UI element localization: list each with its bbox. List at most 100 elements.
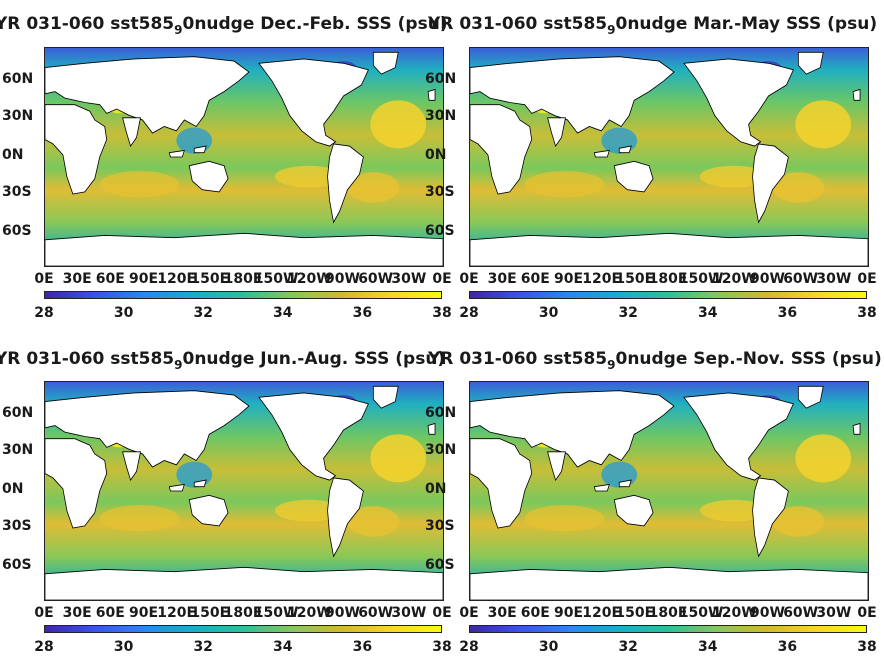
lon-tick-label: 150W (678, 605, 724, 621)
lon-tick-label: 60E (520, 271, 550, 287)
title-subscript: 9 (607, 23, 616, 37)
title-suffix: 0nudge Dec.-Feb. SSS (psu) (182, 14, 448, 34)
title-prefix: YR 031-060 sst585 (0, 349, 175, 369)
colorbar-tick-label: 36 (777, 639, 798, 655)
lon-tick-label: 150W (678, 271, 724, 287)
title-suffix: 0nudge Sep.-Nov. SSS (psu) (615, 349, 882, 369)
colorbar (469, 291, 867, 299)
lon-tick-label: 60E (95, 271, 125, 287)
lon-tick-label: 150E (190, 605, 230, 621)
colorbar-tick-label: 30 (113, 305, 134, 321)
lon-tick-label: 90W (750, 271, 785, 287)
lon-tick-label: 0E (857, 605, 877, 621)
lon-tick-label: 180E (223, 271, 263, 287)
colorbar-tick-label: 34 (273, 305, 293, 321)
lon-tick-label: 90E (128, 271, 159, 287)
lon-tick-label: 120E (582, 271, 622, 287)
lon-tick-label: 120E (582, 605, 622, 621)
lon-tick-label: 120E (157, 605, 197, 621)
title-subscript: 9 (607, 358, 616, 372)
sss-map (44, 47, 444, 267)
colorbar-tick-label: 34 (273, 639, 293, 655)
colorbar-tick-label: 32 (618, 305, 638, 321)
lon-tick-label: 0E (432, 271, 452, 287)
title-suffix: 0nudge Mar.-May SSS (psu) (615, 14, 878, 34)
lon-tick-label: 90E (128, 605, 159, 621)
sss-map (469, 381, 869, 601)
colorbar-tick-label: 30 (113, 639, 134, 655)
world-map (470, 48, 868, 266)
colorbar-tick-label: 32 (193, 305, 213, 321)
title-subscript: 9 (174, 358, 183, 372)
title-subscript: 9 (174, 23, 183, 37)
colorbar (44, 291, 442, 299)
lon-tick-label: 180E (648, 605, 688, 621)
lon-tick-label: 0E (34, 605, 54, 621)
colorbar (44, 625, 442, 633)
lon-tick-label: 0E (432, 605, 452, 621)
lon-tick-label: 180E (223, 605, 263, 621)
lon-tick-label: 120W (286, 605, 332, 621)
colorbar-tick-label: 28 (34, 305, 54, 321)
lat-tick-label: 60S (2, 223, 32, 240)
colorbar-tick-label: 28 (459, 639, 479, 655)
lat-tick-label: 30S (2, 518, 32, 535)
lat-tick-label: 60N (2, 70, 34, 87)
lon-tick-label: 150W (253, 605, 299, 621)
lon-tick-label: 150E (615, 605, 655, 621)
colorbar-tick-label: 28 (459, 305, 479, 321)
lat-tick-label: 0N (425, 147, 447, 163)
lon-tick-label: 30W (391, 271, 427, 287)
sss-map (469, 47, 869, 267)
title-prefix: YR 031-060 sst585 (428, 349, 608, 369)
lat-tick-label: 30S (2, 184, 32, 201)
lon-tick-label: 30W (391, 605, 427, 621)
lon-tick-label: 90E (553, 271, 584, 287)
lon-tick-label: 30W (816, 271, 852, 287)
lon-tick-label: 30E (62, 271, 92, 287)
lat-tick-label: 0N (2, 147, 24, 163)
lat-tick-label: 30N (425, 441, 457, 458)
lon-tick-label: 120W (711, 271, 757, 287)
lon-tick-label: 90W (325, 605, 360, 621)
lon-tick-label: 30W (816, 605, 852, 621)
lat-tick-label: 30N (425, 107, 457, 124)
lat-tick-label: 30S (425, 518, 455, 535)
panel-title: YR 031-060 sst58590nudge Jun.-Aug. SSS (… (0, 349, 445, 372)
sss-map (44, 381, 444, 601)
title-suffix: 0nudge Jun.-Aug. SSS (psu) (182, 349, 446, 369)
lon-tick-label: 0E (459, 605, 479, 621)
lat-tick-label: 60N (425, 404, 457, 421)
world-map (45, 48, 443, 266)
lat-tick-label: 0N (425, 481, 447, 497)
lon-tick-label: 90W (325, 271, 360, 287)
lat-tick-label: 60S (2, 557, 32, 574)
lon-tick-label: 60E (520, 605, 550, 621)
colorbar-tick-label: 38 (432, 305, 452, 321)
colorbar-tick-label: 32 (618, 639, 638, 655)
colorbar-tick-label: 34 (698, 305, 718, 321)
lon-tick-label: 120W (286, 271, 332, 287)
lat-tick-label: 0N (2, 481, 24, 497)
colorbar-tick-label: 36 (352, 639, 373, 655)
lat-tick-label: 60N (425, 70, 457, 87)
colorbar-tick-label: 36 (352, 305, 373, 321)
lon-tick-label: 30E (62, 605, 92, 621)
lon-tick-label: 90W (750, 605, 785, 621)
lon-tick-label: 150W (253, 271, 299, 287)
title-prefix: YR 031-060 sst585 (428, 14, 608, 34)
lon-tick-label: 120E (157, 271, 197, 287)
colorbar-tick-label: 32 (193, 639, 213, 655)
lon-tick-label: 30E (487, 605, 517, 621)
panel-title: YR 031-060 sst58590nudge Sep.-Nov. SSS (… (428, 349, 882, 372)
lon-tick-label: 0E (857, 271, 877, 287)
lon-tick-label: 180E (648, 271, 688, 287)
lon-tick-label: 60W (358, 271, 394, 287)
lon-tick-label: 120W (711, 605, 757, 621)
lat-tick-label: 60N (2, 404, 34, 421)
colorbar-tick-label: 38 (432, 639, 452, 655)
colorbar (469, 625, 867, 633)
lon-tick-label: 150E (190, 271, 230, 287)
colorbar-tick-label: 30 (538, 639, 559, 655)
world-map (470, 382, 868, 600)
